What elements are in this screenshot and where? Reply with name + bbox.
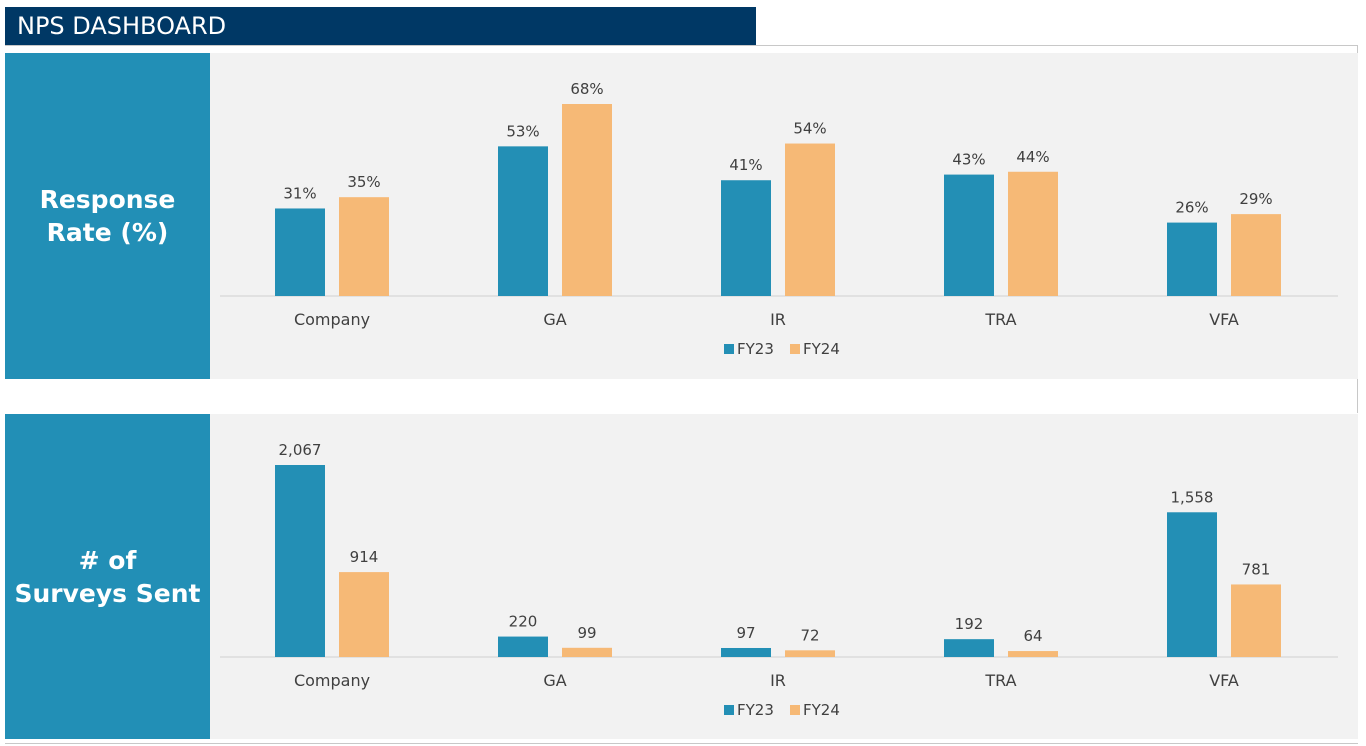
data-label: 2,067 (279, 441, 322, 459)
category-tick-label: GA (543, 310, 566, 329)
bar-fy24-ga (562, 104, 612, 296)
dashboard-title: NPS DASHBOARD (5, 7, 756, 45)
legend-swatch-fy23 (724, 705, 734, 715)
surveys-sent-chart: 2,067 914 Company 220 99 GA 97 72 IR 192 64 TRA 1,55… (220, 441, 1338, 719)
data-label: 43% (952, 151, 985, 169)
frame-divider (5, 743, 1358, 744)
data-label: 53% (506, 122, 539, 140)
data-label: 41% (729, 156, 762, 174)
bar-fy23-tra (944, 174, 994, 296)
category-tick-label: TRA (984, 310, 1016, 329)
bar-fy24-tra (1008, 171, 1058, 296)
category-tick-label: GA (543, 671, 566, 690)
category-tick-label: VFA (1209, 671, 1239, 690)
surveys-sent-chart-area: 2,067 914 Company 220 99 GA 97 72 IR 192 64 TRA 1,55… (210, 414, 1358, 739)
legend-label: FY24 (803, 340, 840, 358)
bar-fy24-ir (785, 650, 835, 657)
bar-fy23-ga (498, 146, 548, 296)
category-tick-label: Company (294, 310, 370, 329)
surveys-sent-label: # of Surveys Sent (5, 414, 210, 739)
legend-swatch-fy23 (724, 344, 734, 354)
data-label: 68% (570, 80, 603, 98)
legend-swatch-fy24 (790, 344, 800, 354)
bar-fy24-vfa (1231, 584, 1281, 657)
data-label: 44% (1016, 148, 1049, 166)
bar-fy24-ga (562, 647, 612, 657)
data-label: 72 (800, 626, 819, 644)
data-label: 35% (347, 173, 380, 191)
data-label: 914 (350, 548, 379, 566)
data-label: 31% (283, 184, 316, 202)
legend-label: FY23 (737, 340, 774, 358)
frame-divider (5, 45, 1358, 46)
category-tick-label: Company (294, 671, 370, 690)
bar-fy23-vfa (1167, 222, 1217, 296)
bar-fy24-vfa (1231, 214, 1281, 296)
data-label: 54% (793, 120, 826, 138)
bar-fy23-company (275, 465, 325, 657)
bar-fy23-ir (721, 180, 771, 296)
bar-fy23-ga (498, 636, 548, 657)
panel-label-line: Response (39, 185, 176, 214)
response-rate-chart-area: 31% 35% Company 53% 68% GA 41% 54% IR 43% 44% TRA 26… (210, 53, 1358, 379)
category-tick-label: TRA (984, 671, 1016, 690)
data-label: 26% (1175, 199, 1208, 217)
response-rate-chart: 31% 35% Company 53% 68% GA 41% 54% IR 43% 44% TRA 26… (220, 80, 1338, 358)
bar-fy23-ir (721, 647, 771, 657)
category-tick-label: IR (770, 310, 786, 329)
response-rate-label: Response Rate (%) (5, 53, 210, 379)
panel-label-line: Rate (%) (46, 218, 169, 247)
panel-label-line: Surveys Sent (14, 578, 201, 608)
data-label: 781 (1242, 560, 1271, 578)
bar-fy23-vfa (1167, 512, 1217, 657)
data-label: 1,558 (1171, 488, 1214, 506)
data-label: 64 (1023, 627, 1042, 645)
bar-fy24-tra (1008, 651, 1058, 657)
bar-fy24-company (339, 197, 389, 296)
data-label: 97 (736, 624, 755, 642)
category-tick-label: VFA (1209, 310, 1239, 329)
bar-fy24-company (339, 572, 389, 657)
data-label: 29% (1239, 190, 1272, 208)
category-tick-label: IR (770, 671, 786, 690)
legend-swatch-fy24 (790, 705, 800, 715)
bar-fy24-ir (785, 143, 835, 296)
legend-label: FY23 (737, 701, 774, 719)
panel-label-line: # of (78, 545, 137, 575)
data-label: 220 (509, 613, 538, 631)
legend-label: FY24 (803, 701, 840, 719)
data-label: 99 (577, 624, 596, 642)
data-label: 192 (955, 615, 984, 633)
bar-fy23-tra (944, 639, 994, 657)
bar-fy23-company (275, 208, 325, 296)
